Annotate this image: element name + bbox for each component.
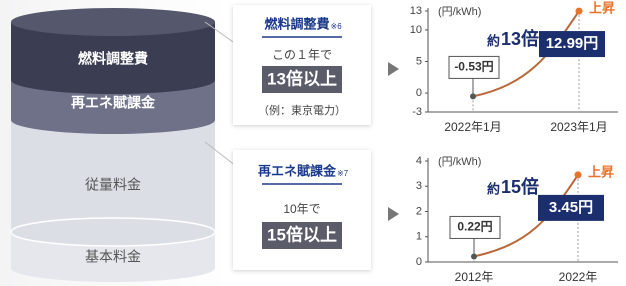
infographic: 燃料調整費 再エネ賦課金 従量料金 基本料金 燃料調整費 ※6 この１年で 13… — [0, 0, 626, 286]
y-tick-label: 1 — [416, 231, 422, 243]
axis-label: (円/kWh) — [438, 156, 481, 168]
y-tick-label: 2 — [416, 205, 422, 217]
y-tick-label: 0 — [416, 87, 422, 99]
callout-title: 再エネ賦課金 — [258, 163, 337, 178]
layer-usage-bottom — [11, 218, 215, 246]
callout-period: この１年で — [272, 48, 332, 62]
y-tick-label: 3 — [416, 180, 422, 192]
y-tick-label: 4 — [416, 155, 422, 167]
x-tick-label: 2022年 — [559, 270, 598, 284]
value-label: 12.99円 — [546, 35, 599, 52]
callout-highlight: 13倍以上 — [267, 68, 337, 88]
callout: 再エネ賦課金 ※7 10年で 15倍以上 — [233, 150, 371, 270]
layer-fuel-bottom — [11, 66, 215, 94]
layer-label: 燃料調整費 — [78, 51, 148, 67]
y-tick-label: 13 — [410, 5, 422, 17]
layer-label: 従量料金 — [85, 177, 141, 193]
value-label: -0.53円 — [454, 60, 493, 74]
ratio-prefix: 約 — [487, 33, 500, 48]
ratio-prefix: 約 — [487, 181, 500, 196]
cylinder: 燃料調整費 再エネ賦課金 従量料金 基本料金 — [11, 8, 215, 282]
y-tick-label: 0 — [416, 256, 422, 268]
ratio: 15倍 — [501, 176, 539, 197]
axis-label: (円/kWh) — [438, 6, 481, 18]
layer-label: 基本料金 — [85, 249, 141, 265]
value-label: 3.45円 — [549, 199, 593, 216]
arrow — [388, 207, 399, 221]
trend-label: 上昇 — [588, 164, 614, 179]
y-tick-label: 5 — [416, 55, 422, 67]
cylinder-top — [11, 8, 215, 36]
x-tick-label: 2022年1月 — [444, 120, 501, 134]
page: { "cylinder": {"layers": ["燃料調整費", "再エネ賦… — [0, 0, 626, 286]
ratio: 13倍 — [501, 28, 539, 49]
callout-title: 燃料調整費 — [264, 16, 329, 31]
value-label: 0.22円 — [457, 220, 492, 234]
x-tick-label: 2012年 — [455, 270, 494, 284]
y-tick-label: -3 — [412, 106, 422, 118]
callout-note: ※7 — [337, 169, 349, 178]
layer-label: 再エネ賦課金 — [71, 95, 156, 111]
arrow — [388, 62, 399, 76]
x-tick-label: 2023年1月 — [550, 120, 607, 134]
y-tick-label: 10 — [410, 24, 422, 36]
callout-highlight: 15倍以上 — [267, 224, 337, 244]
trend-label: 上昇 — [589, 1, 615, 16]
callout-example: （例：東京電力） — [258, 103, 346, 117]
callout-period: 10年で — [283, 202, 320, 216]
callout-note: ※6 — [331, 22, 343, 31]
point — [575, 171, 582, 178]
point — [576, 8, 583, 15]
callout: 燃料調整費 ※6 この１年で 13倍以上 （例：東京電力） — [233, 5, 371, 125]
